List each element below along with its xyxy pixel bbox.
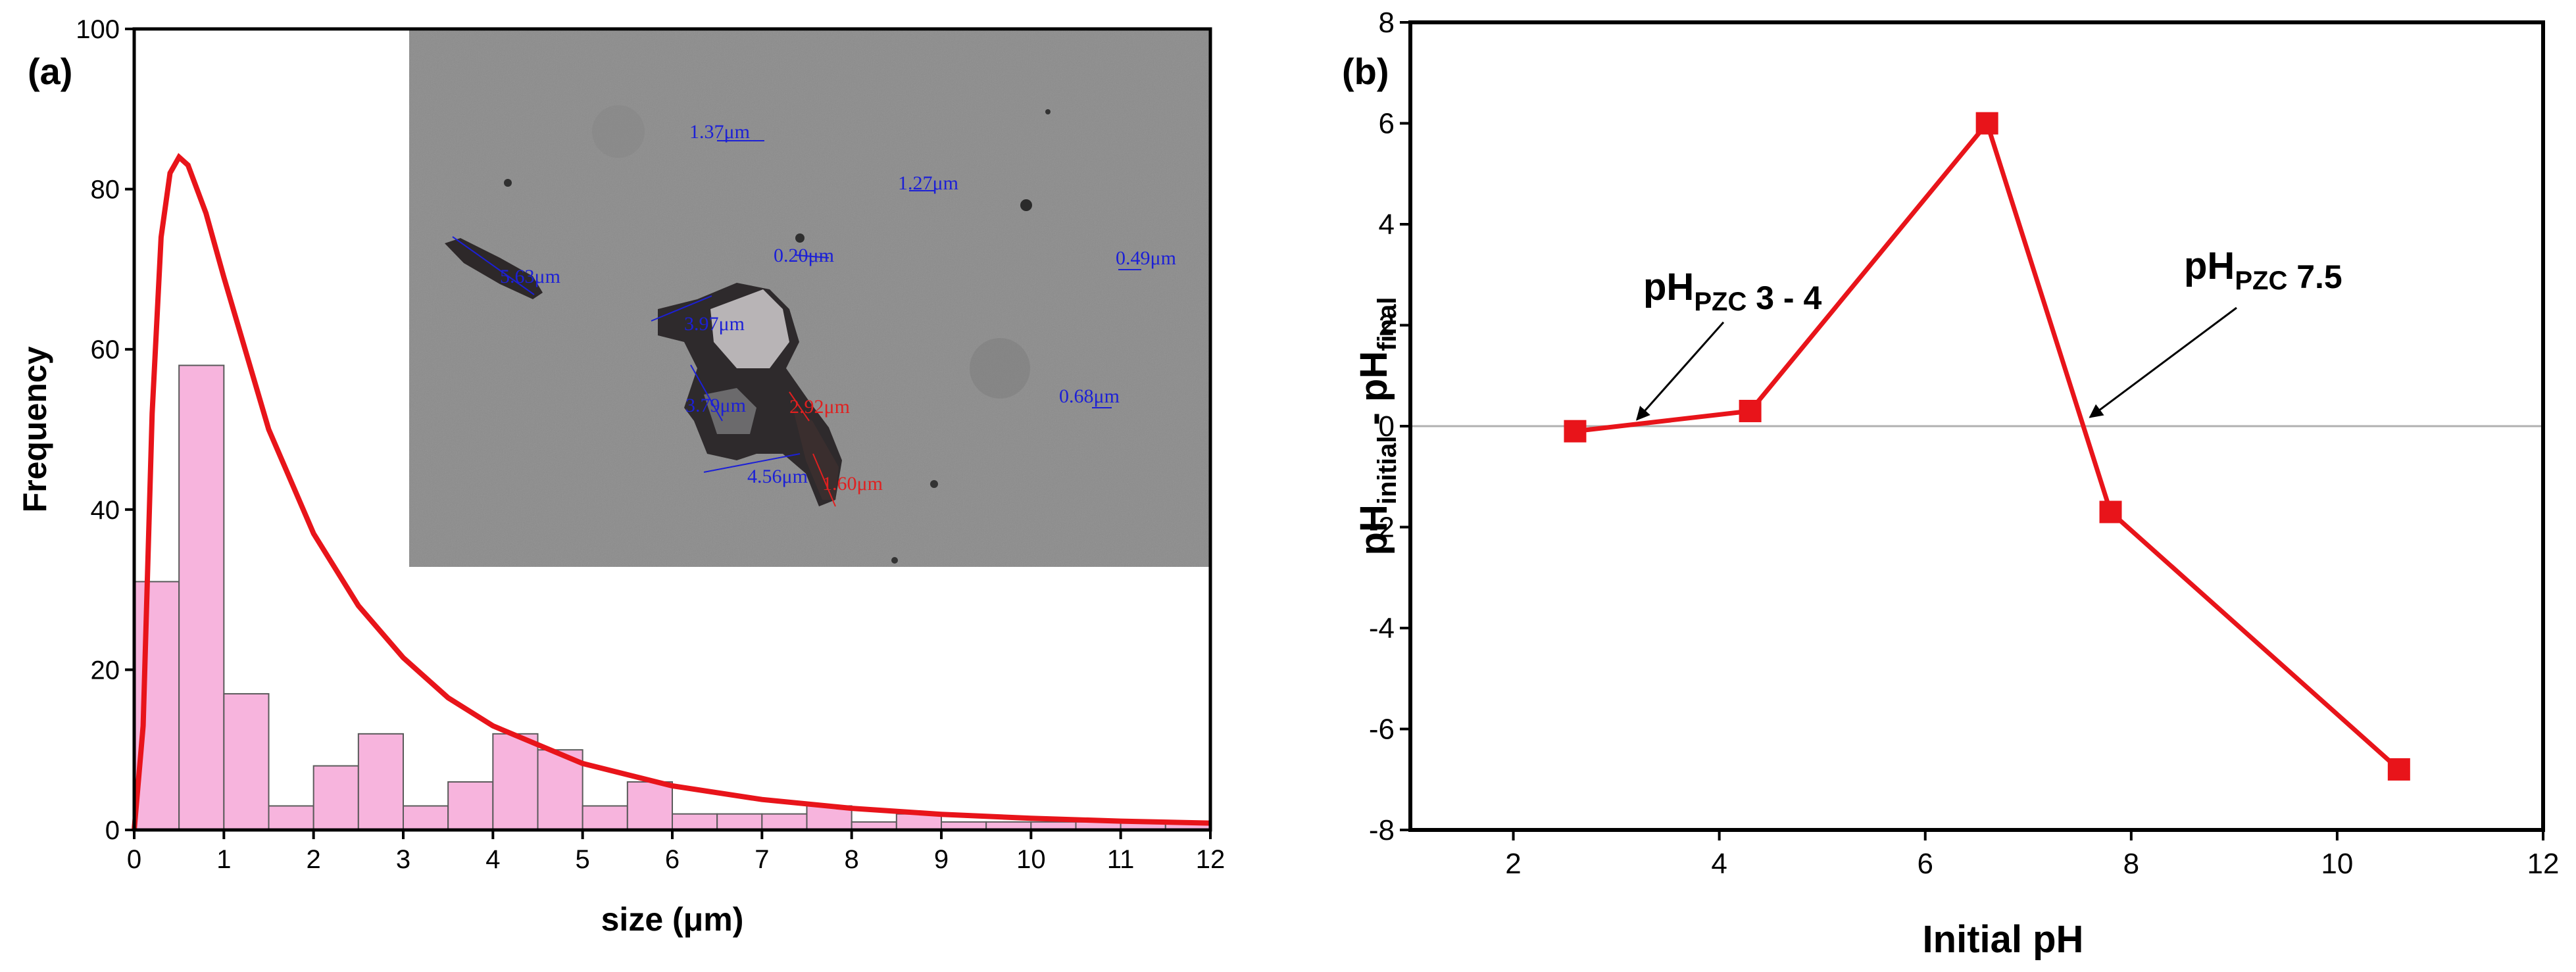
histogram-bar [626, 781, 673, 831]
histogram-bar [672, 813, 718, 831]
x-tick-label: 5 [576, 845, 590, 874]
histogram-bar [134, 581, 180, 831]
histogram-bars [134, 364, 1212, 831]
y-tick-label: 0 [105, 816, 120, 845]
annotation-pzc-2: pHPZC 7.5 [2184, 245, 2342, 295]
data-line [1575, 118, 2401, 771]
x-axis-label-a: size (μm) [601, 901, 744, 938]
measurement-label: 1.37μm [689, 121, 750, 143]
histogram-bar [537, 749, 583, 831]
histogram-bar [403, 805, 449, 831]
histogram-bar [447, 781, 494, 831]
x-axis-ticks-b: 2 4 6 8 10 12 [1505, 830, 2559, 880]
x-tick-label: 2 [1505, 848, 1521, 880]
x-tick-label: 10 [2321, 848, 2353, 880]
y-axis-label-b: pHinitial - pHfinal [1352, 297, 1402, 556]
panel-label-a: (a) [28, 51, 72, 92]
y-tick-label: 8 [1379, 7, 1395, 39]
y-tick-label: 0 [1379, 410, 1395, 443]
panel-a: (a) [16, 15, 1225, 938]
measurement-label: 2.92μm [789, 396, 850, 418]
measurement-label: 0.68μm [1059, 385, 1120, 407]
histogram-bar [582, 805, 628, 831]
x-tick-label: 1 [216, 845, 231, 874]
y-tick-label: 4 [1379, 208, 1395, 241]
x-tick-label: 11 [1107, 845, 1135, 874]
y-tick-label: -8 [1369, 814, 1395, 846]
data-markers [1564, 112, 2410, 781]
x-tick-label: 7 [755, 845, 769, 874]
annotation-arrow-1 [1636, 322, 1725, 421]
x-tick-label: 12 [1196, 845, 1226, 874]
annotation-pzc-1: pHPZC 3 - 4 [1643, 266, 1821, 316]
y-tick-label: 60 [91, 335, 120, 364]
x-tick-label: 2 [307, 845, 321, 874]
y-tick-label: 2 [1379, 310, 1395, 342]
y-tick-label: -2 [1369, 512, 1395, 544]
x-tick-label: 8 [845, 845, 859, 874]
measurement-label: 1.60μm [822, 473, 883, 495]
histogram-bar [312, 765, 359, 831]
y-tick-label: 20 [91, 656, 120, 685]
histogram-bar [761, 813, 808, 831]
x-tick-label: 8 [2123, 848, 2139, 880]
x-axis-label-b: Initial pH [1923, 918, 2084, 961]
x-tick-label: 0 [127, 845, 141, 874]
x-tick-label: 9 [934, 845, 949, 874]
histogram-bar [357, 733, 404, 831]
measurement-label: 0.20μm [774, 245, 834, 266]
y-tick-label: 6 [1379, 108, 1395, 140]
histogram-bar [895, 813, 943, 831]
x-tick-label: 10 [1016, 845, 1046, 874]
panel-b: (b) 2 4 6 8 10 12 -8 -6 -4 -2 0 2 4 6 8 Initial pH pH… [1342, 7, 2559, 961]
y-tick-label: 80 [91, 176, 120, 205]
histogram-bar [223, 693, 270, 831]
annotation-arrow-2 [2089, 306, 2237, 418]
y-tick-label: -4 [1369, 612, 1395, 644]
x-tick-label: 6 [665, 845, 680, 874]
measurement-label: 3.97μm [684, 313, 745, 335]
y-axis-ticks-b: -8 -6 -4 -2 0 2 4 6 8 [1369, 7, 1410, 846]
measurement-label: 1.27μm [898, 172, 958, 194]
measurement-label: 3.79μm [685, 395, 746, 416]
data-point [2387, 758, 2410, 781]
histogram-bar [268, 805, 314, 831]
x-tick-label: 4 [485, 845, 500, 874]
inset-micrograph: 1.37μm 1.27μm 5.63μm 0.20μm 0.49μm 3.97μ… [409, 29, 1209, 567]
data-point [1739, 399, 1762, 422]
y-tick-label: 100 [76, 15, 120, 44]
histogram-bar [716, 813, 763, 831]
histogram-bar [178, 364, 225, 831]
y-axis-label-a: Frequency [16, 346, 53, 512]
panel-label-b: (b) [1342, 51, 1389, 92]
particle-cluster [658, 283, 842, 506]
data-point [2099, 500, 2122, 523]
x-tick-label: 6 [1917, 848, 1933, 880]
y-tick-label: -6 [1369, 714, 1395, 746]
lognormal-fit-curve [132, 153, 1211, 831]
y-tick-label: 40 [91, 496, 120, 525]
x-axis-ticks-a: 0 1 2 3 4 5 6 7 8 9 10 11 12 [127, 830, 1225, 874]
x-tick-label: 3 [396, 845, 410, 874]
data-point [1564, 420, 1587, 443]
y-axis-ticks-a: 0 20 40 60 80 100 [76, 15, 134, 845]
measurement-label: 4.56μm [747, 466, 808, 487]
x-tick-label: 12 [2527, 848, 2560, 880]
measurement-label: 5.63μm [500, 266, 560, 287]
measurement-label: 0.49μm [1116, 247, 1176, 269]
data-point [1975, 112, 1998, 135]
x-tick-label: 4 [1711, 848, 1727, 880]
histogram-bar [492, 733, 539, 831]
